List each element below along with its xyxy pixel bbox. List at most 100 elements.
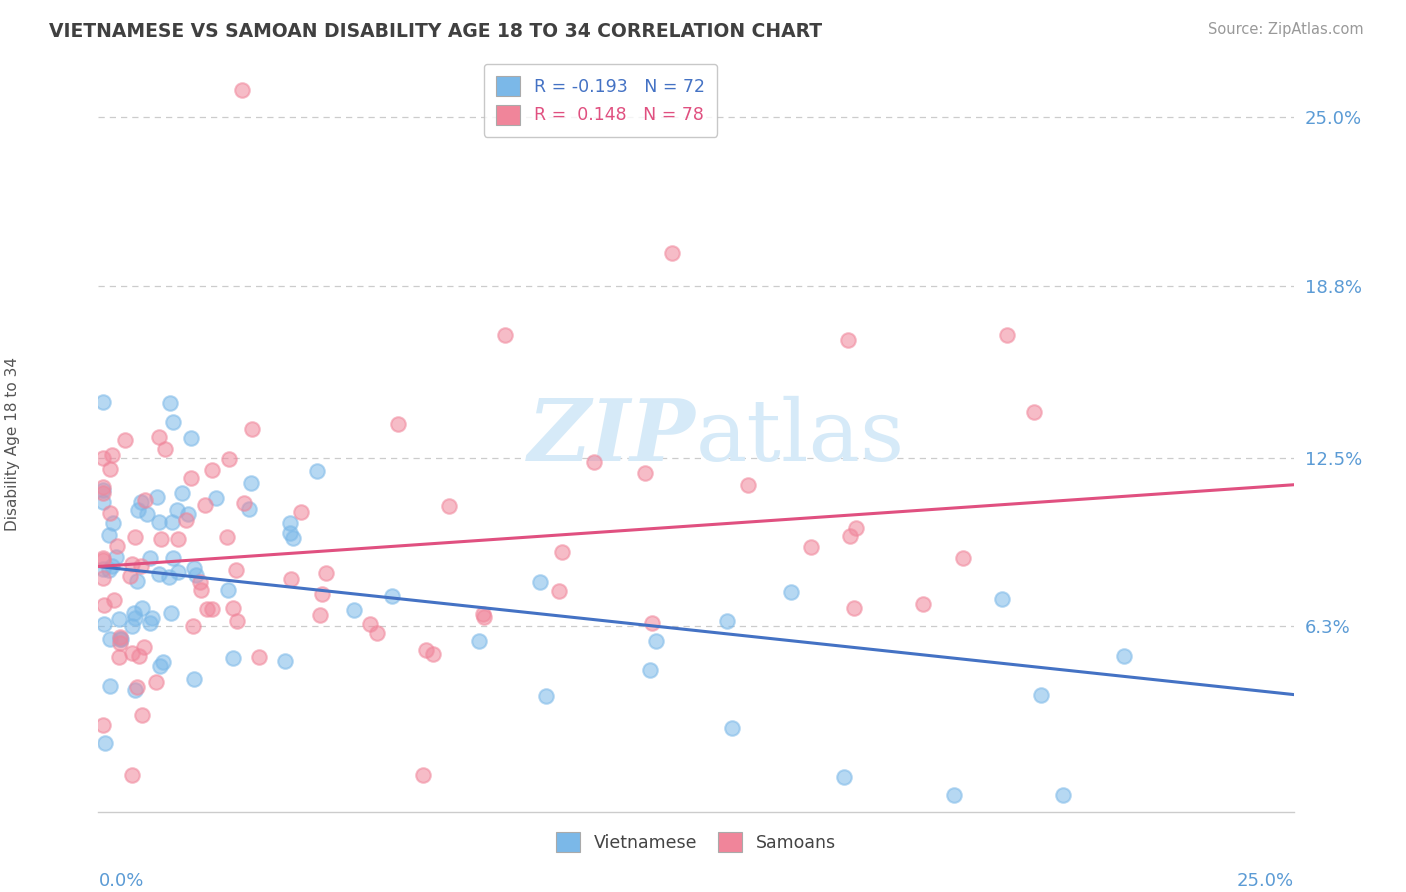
Point (110, 636, 132, 650)
Point (100, 559, 122, 574)
Point (238, 502, 260, 516)
Point (139, 615, 162, 630)
Point (800, 540, 823, 554)
Point (132, 640, 155, 655)
Point (181, 618, 204, 632)
Legend: Vietnamese, Samoans: Vietnamese, Samoans (548, 825, 844, 859)
Point (721, 721, 744, 735)
Point (93, 598, 115, 612)
Point (381, 589, 404, 603)
Point (995, 327, 1018, 342)
Point (290, 505, 312, 519)
Point (638, 663, 661, 677)
Point (832, 770, 855, 784)
Point (838, 529, 860, 543)
Point (278, 516, 301, 530)
Point (93, 617, 115, 632)
Text: ZIP: ZIP (529, 395, 696, 479)
Point (201, 462, 224, 476)
Point (94, 736, 117, 750)
Point (149, 532, 172, 546)
Point (1112, 649, 1135, 664)
Point (359, 616, 381, 631)
Point (172, 485, 194, 500)
Point (180, 431, 202, 445)
Point (183, 561, 205, 575)
Point (343, 603, 366, 617)
Point (98, 506, 121, 520)
Point (634, 466, 657, 480)
Point (91, 486, 114, 500)
Point (845, 521, 868, 535)
Point (91, 571, 114, 585)
Point (152, 655, 174, 669)
Point (842, 601, 865, 615)
Point (194, 498, 217, 512)
Point (91, 394, 114, 409)
Point (278, 526, 301, 541)
Point (91, 480, 114, 494)
Point (162, 415, 184, 429)
Point (274, 654, 297, 668)
Point (195, 601, 218, 615)
Point (121, 768, 143, 782)
Point (412, 768, 434, 782)
Point (110, 632, 132, 647)
Point (177, 508, 200, 522)
Point (131, 559, 153, 574)
Point (247, 650, 270, 665)
Point (121, 618, 143, 632)
Point (135, 507, 157, 521)
Text: Disability Age 18 to 34: Disability Age 18 to 34 (4, 357, 20, 531)
Point (122, 607, 145, 621)
Point (98, 462, 121, 476)
Point (91, 562, 114, 576)
Point (186, 568, 208, 582)
Point (146, 490, 169, 504)
Point (124, 683, 146, 698)
Point (221, 651, 243, 665)
Point (190, 582, 212, 597)
Point (91, 718, 114, 732)
Point (159, 396, 181, 410)
Point (114, 433, 136, 447)
Point (127, 574, 149, 588)
Point (166, 565, 188, 579)
Point (644, 633, 666, 648)
Point (942, 789, 965, 803)
Point (160, 516, 183, 530)
Point (215, 530, 238, 544)
Point (160, 606, 183, 620)
Point (242, 422, 264, 436)
Point (222, 600, 245, 615)
Point (283, 531, 305, 545)
Point (1024, 405, 1046, 419)
Point (108, 649, 131, 664)
Point (121, 557, 143, 571)
Point (98, 527, 121, 541)
Point (990, 591, 1012, 606)
Point (101, 516, 124, 531)
Point (166, 503, 188, 517)
Point (468, 633, 491, 648)
Point (91, 495, 114, 509)
Point (280, 572, 302, 586)
Point (131, 708, 153, 723)
Point (104, 549, 127, 564)
Text: 25.0%: 25.0% (1236, 871, 1294, 889)
Point (225, 614, 247, 628)
Point (737, 477, 759, 491)
Point (134, 493, 156, 508)
Point (183, 672, 205, 686)
Point (131, 601, 153, 615)
Point (952, 551, 974, 566)
Point (217, 582, 239, 597)
Point (201, 602, 224, 616)
Point (125, 680, 148, 694)
Point (232, 496, 254, 510)
Point (225, 563, 247, 577)
Point (231, 83, 253, 97)
Point (105, 539, 128, 553)
Point (583, 455, 606, 469)
Point (141, 610, 163, 624)
